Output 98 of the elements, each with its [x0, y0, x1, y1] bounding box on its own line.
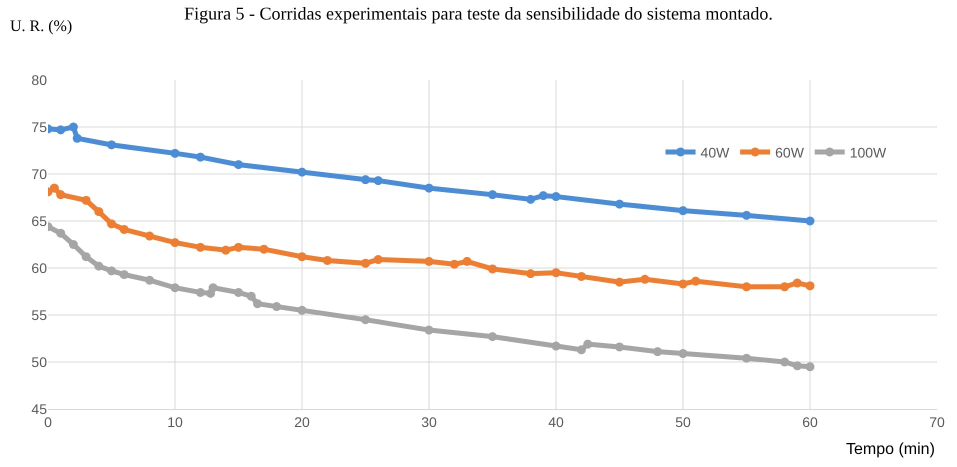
- point: [374, 255, 383, 264]
- point: [234, 160, 243, 170]
- point: [450, 260, 459, 269]
- point: [253, 299, 262, 308]
- point: [615, 342, 624, 352]
- point: [361, 175, 370, 184]
- legend-label: 60W: [775, 144, 805, 160]
- point: [792, 278, 802, 288]
- point: [742, 354, 751, 363]
- point: [272, 302, 282, 312]
- y-tick-label: 60: [31, 260, 48, 276]
- point: [208, 283, 218, 292]
- point: [552, 192, 560, 202]
- point: [424, 326, 434, 335]
- point: [691, 276, 700, 286]
- point: [196, 152, 205, 162]
- point: [526, 269, 536, 278]
- point: [94, 262, 104, 271]
- point: [234, 288, 243, 297]
- point: [68, 240, 78, 249]
- point: [780, 282, 790, 292]
- point: [145, 232, 154, 241]
- point: [72, 134, 82, 143]
- point: [462, 256, 472, 266]
- point: [246, 292, 256, 301]
- y-tick-label: 75: [31, 118, 48, 135]
- point: [488, 264, 497, 274]
- point: [298, 306, 306, 315]
- point: [120, 224, 129, 234]
- point: [120, 270, 129, 280]
- x-axis-title: Tempo (min): [846, 441, 935, 458]
- point: [806, 281, 814, 290]
- point: [576, 345, 586, 354]
- point: [56, 228, 66, 238]
- point: [615, 278, 624, 287]
- point: [82, 196, 91, 205]
- point: [424, 184, 434, 193]
- point: [488, 190, 497, 200]
- point: [361, 258, 370, 268]
- point: [298, 168, 306, 177]
- point: [68, 122, 78, 132]
- point: [107, 140, 116, 150]
- y-tick-label: 65: [31, 212, 48, 229]
- point: [576, 272, 586, 281]
- x-tick-label: 50: [675, 414, 691, 430]
- point: [552, 268, 560, 278]
- point: [780, 358, 790, 366]
- point: [196, 242, 205, 252]
- point: [424, 256, 434, 266]
- point: [234, 242, 243, 252]
- point: [583, 340, 592, 349]
- x-tick-label: 10: [167, 414, 183, 430]
- x-tick-label: 40: [548, 414, 564, 430]
- point: [806, 216, 814, 226]
- y-tick-label: 50: [31, 354, 48, 370]
- x-tick-label: 60: [802, 414, 818, 430]
- point: [50, 184, 59, 193]
- point: [615, 200, 624, 209]
- point: [56, 190, 66, 200]
- y-tick-label: 70: [31, 166, 48, 182]
- point: [196, 288, 205, 297]
- point: [145, 276, 154, 285]
- chart-title: Figura 5 - Corridas experimentais para teste da sensibilidade do sistema montado.: [184, 4, 773, 24]
- y-axis-title: U. R. (%): [10, 18, 72, 35]
- point: [678, 349, 688, 358]
- point: [742, 210, 751, 220]
- point: [94, 207, 104, 216]
- point: [374, 176, 383, 186]
- point: [488, 332, 497, 342]
- point: [170, 238, 180, 248]
- point: [678, 206, 688, 216]
- point: [170, 148, 180, 158]
- point: [526, 194, 536, 204]
- point: [653, 347, 662, 356]
- x-tick-label: 30: [421, 414, 437, 430]
- y-tick-label: 80: [31, 72, 48, 88]
- point: [806, 362, 814, 372]
- point: [538, 191, 548, 200]
- point: [82, 252, 91, 262]
- y-tick-label: 55: [31, 306, 48, 323]
- point: [107, 219, 116, 228]
- point: [170, 283, 180, 292]
- point: [792, 361, 802, 370]
- point: [259, 244, 268, 254]
- x-tick-label: 20: [294, 414, 310, 430]
- point: [640, 274, 650, 284]
- point: [742, 282, 751, 292]
- x-tick-label: 70: [929, 414, 945, 430]
- legend-label: 40W: [700, 144, 730, 160]
- point: [322, 256, 332, 265]
- point: [221, 246, 230, 255]
- point: [678, 279, 688, 288]
- point: [552, 342, 560, 351]
- legend-label: 100W: [850, 144, 888, 160]
- point: [361, 315, 370, 324]
- point: [107, 266, 116, 276]
- point: [298, 252, 306, 262]
- point: [56, 125, 66, 134]
